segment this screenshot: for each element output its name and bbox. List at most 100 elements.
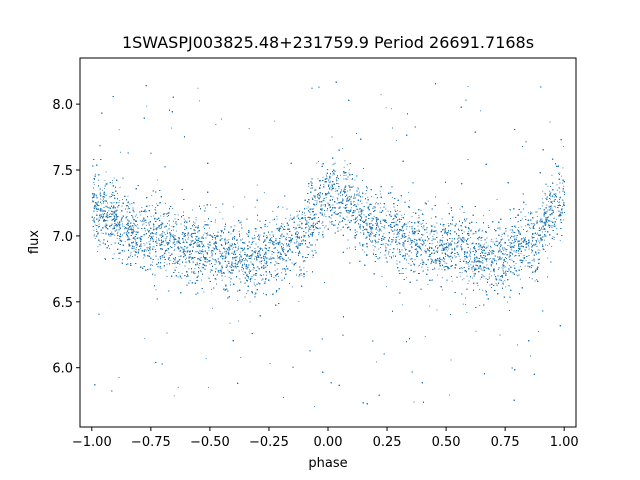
data-point bbox=[501, 244, 502, 246]
data-point bbox=[222, 252, 224, 254]
data-point bbox=[108, 210, 110, 212]
data-point bbox=[499, 247, 500, 249]
data-point bbox=[197, 252, 199, 253]
data-point bbox=[272, 210, 274, 212]
data-point bbox=[163, 254, 165, 256]
data-point bbox=[122, 199, 123, 200]
data-point bbox=[358, 211, 360, 213]
data-point bbox=[461, 241, 463, 243]
data-point bbox=[185, 226, 187, 228]
data-point bbox=[511, 240, 513, 241]
data-point bbox=[507, 262, 508, 264]
data-point bbox=[411, 246, 412, 248]
data-point bbox=[447, 247, 449, 249]
data-point bbox=[265, 248, 267, 250]
data-point bbox=[510, 243, 511, 245]
data-point bbox=[451, 280, 453, 282]
data-point bbox=[219, 211, 221, 213]
data-point bbox=[237, 261, 239, 263]
data-point bbox=[513, 265, 515, 267]
data-point bbox=[481, 230, 483, 232]
data-point bbox=[159, 243, 160, 245]
data-point bbox=[505, 257, 506, 258]
data-point bbox=[454, 247, 455, 249]
data-point bbox=[348, 169, 350, 171]
data-point bbox=[449, 267, 451, 269]
data-point bbox=[119, 186, 121, 188]
data-point bbox=[306, 208, 308, 210]
data-point bbox=[215, 237, 217, 239]
data-point bbox=[135, 251, 136, 252]
data-point bbox=[146, 205, 148, 207]
data-point bbox=[337, 193, 339, 195]
data-point bbox=[200, 257, 202, 259]
data-point bbox=[282, 206, 284, 208]
data-point bbox=[93, 184, 95, 186]
data-point bbox=[537, 238, 538, 240]
data-point bbox=[189, 280, 191, 282]
data-point bbox=[378, 230, 380, 232]
data-point bbox=[469, 255, 471, 257]
data-point bbox=[368, 206, 370, 208]
data-point bbox=[132, 216, 134, 218]
data-point bbox=[483, 243, 485, 245]
data-point bbox=[460, 267, 462, 268]
data-point bbox=[97, 246, 99, 248]
data-point bbox=[110, 202, 112, 204]
data-point bbox=[531, 259, 533, 261]
data-point bbox=[466, 275, 468, 277]
data-point bbox=[356, 190, 358, 192]
data-point bbox=[131, 203, 133, 204]
data-point bbox=[331, 221, 332, 222]
data-point bbox=[93, 221, 95, 223]
data-point bbox=[402, 273, 404, 274]
data-point bbox=[426, 240, 428, 242]
data-point bbox=[259, 253, 261, 255]
data-point bbox=[209, 263, 211, 265]
data-point bbox=[164, 232, 165, 234]
data-point bbox=[266, 274, 267, 276]
data-point bbox=[306, 220, 308, 222]
data-point bbox=[100, 216, 101, 218]
data-point bbox=[238, 320, 240, 322]
data-point bbox=[150, 236, 152, 237]
data-point bbox=[471, 243, 473, 245]
data-point bbox=[103, 210, 105, 212]
data-point bbox=[140, 214, 142, 216]
data-point bbox=[159, 202, 161, 204]
data-point bbox=[269, 234, 271, 236]
data-point bbox=[104, 258, 106, 259]
data-point bbox=[494, 274, 495, 276]
data-point bbox=[265, 256, 266, 258]
data-point bbox=[310, 224, 312, 226]
data-point bbox=[242, 238, 243, 240]
data-point bbox=[418, 215, 420, 217]
data-point bbox=[323, 200, 325, 202]
data-point bbox=[437, 250, 439, 252]
data-point bbox=[172, 234, 174, 236]
data-point bbox=[227, 249, 228, 251]
data-point bbox=[230, 233, 232, 235]
data-point bbox=[121, 218, 122, 220]
data-point bbox=[153, 227, 155, 229]
data-point bbox=[435, 258, 436, 260]
data-point bbox=[545, 218, 546, 220]
data-point bbox=[411, 246, 413, 248]
data-point bbox=[346, 164, 348, 166]
data-point bbox=[352, 185, 354, 187]
data-point bbox=[562, 185, 564, 187]
data-point bbox=[215, 247, 217, 249]
data-point bbox=[97, 205, 98, 206]
data-point bbox=[370, 213, 372, 215]
data-point bbox=[96, 211, 98, 212]
data-point bbox=[518, 250, 519, 252]
data-point bbox=[481, 261, 483, 263]
data-point bbox=[393, 221, 395, 223]
data-point bbox=[436, 244, 438, 246]
data-point bbox=[150, 240, 152, 242]
data-point bbox=[128, 220, 130, 222]
data-point bbox=[323, 184, 325, 186]
data-point bbox=[409, 221, 411, 222]
data-point bbox=[114, 213, 116, 215]
data-point bbox=[258, 237, 260, 239]
